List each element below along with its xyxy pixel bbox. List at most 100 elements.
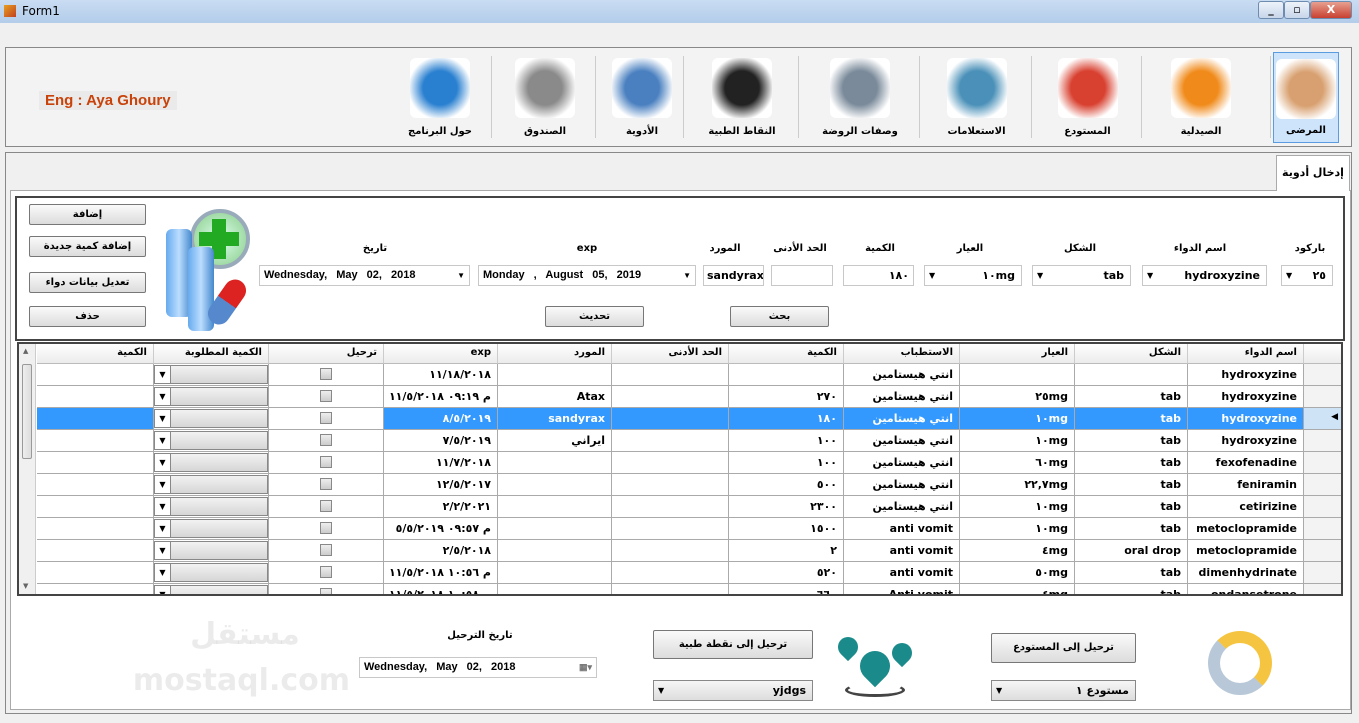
grid-cell[interactable]: ٦٦٠ bbox=[729, 584, 844, 594]
name-combo[interactable]: ▼ hydroxyzine bbox=[1142, 265, 1267, 286]
grid-cell[interactable]: انتي هيستامين bbox=[844, 452, 960, 474]
transfer-checkbox[interactable] bbox=[320, 588, 332, 594]
grid-cell[interactable]: ١٠٠ bbox=[729, 452, 844, 474]
transfer-checkbox[interactable] bbox=[320, 500, 332, 512]
toolbar-button-3[interactable]: الاستعلامات bbox=[922, 52, 1031, 143]
edit-medicine-button[interactable]: تعديل بيانات دواء bbox=[29, 272, 146, 293]
grid-cell[interactable]: ٥٠mg bbox=[960, 562, 1075, 584]
search-button[interactable]: بحث bbox=[730, 306, 829, 327]
grid-cell[interactable]: tab bbox=[1075, 474, 1188, 496]
grid-cell[interactable]: ٢/٥/٢٠١٨ bbox=[384, 540, 498, 562]
grid-cell[interactable]: ٦٠mg bbox=[960, 452, 1075, 474]
grid-cell[interactable]: ١٨٠ bbox=[729, 408, 844, 430]
medical-point-combo[interactable]: ▼ yjdgs bbox=[653, 680, 813, 701]
grid-cell[interactable] bbox=[498, 452, 612, 474]
column-header[interactable]: الشكل bbox=[1075, 344, 1188, 364]
grid-cell[interactable] bbox=[612, 540, 729, 562]
grid-cell[interactable]: oral drop bbox=[1075, 540, 1188, 562]
grid-cell[interactable] bbox=[498, 474, 612, 496]
grid-cell[interactable] bbox=[498, 540, 612, 562]
grid-cell[interactable]: انتي هيستامين bbox=[844, 408, 960, 430]
qty-input-cell[interactable] bbox=[37, 452, 154, 474]
column-header[interactable]: الكمية المطلوبة bbox=[154, 344, 269, 364]
min-input[interactable] bbox=[771, 265, 833, 286]
column-header[interactable]: العيار bbox=[960, 344, 1075, 364]
strength-combo[interactable]: ▼ ١٠mg bbox=[924, 265, 1022, 286]
row-header[interactable] bbox=[1304, 430, 1341, 452]
requested-qty-combo[interactable]: ▼ bbox=[154, 475, 268, 494]
vertical-scrollbar[interactable]: ▲ ▼ bbox=[19, 344, 36, 594]
grid-cell[interactable]: anti vomit bbox=[844, 518, 960, 540]
grid-cell[interactable]: م ١٠:٥٦ ١١/٥/٢٠١٨ bbox=[384, 562, 498, 584]
grid-cell[interactable]: م ٠٩:١٩ ١١/٥/٢٠١٨ bbox=[384, 386, 498, 408]
close-button[interactable]: X bbox=[1310, 1, 1352, 19]
transfer-date-picker[interactable]: Wednesday, May 02, 2018 ▦▾ bbox=[359, 657, 597, 678]
grid-cell[interactable] bbox=[612, 430, 729, 452]
grid-cell[interactable]: انتي هيستامين bbox=[844, 496, 960, 518]
transfer-checkbox[interactable] bbox=[320, 544, 332, 556]
tab-medicine-entry[interactable]: إدخال أدوية bbox=[1276, 155, 1350, 191]
transfer-checkbox[interactable] bbox=[320, 412, 332, 424]
grid-cell[interactable] bbox=[498, 518, 612, 540]
requested-qty-combo[interactable]: ▼ bbox=[154, 431, 268, 450]
qty-input-cell[interactable] bbox=[37, 562, 154, 584]
refresh-button[interactable]: تحديث bbox=[545, 306, 644, 327]
grid-cell[interactable]: tab bbox=[1075, 408, 1188, 430]
grid-cell[interactable] bbox=[960, 364, 1075, 386]
qty-input-cell[interactable] bbox=[37, 540, 154, 562]
grid-cell[interactable]: ٢ bbox=[729, 540, 844, 562]
grid-cell[interactable]: tab bbox=[1075, 452, 1188, 474]
row-header[interactable] bbox=[1304, 584, 1341, 594]
restore-button[interactable]: ▫ bbox=[1284, 1, 1310, 19]
toolbar-button-8[interactable]: حول البرنامج bbox=[389, 52, 491, 143]
grid-cell[interactable] bbox=[498, 364, 612, 386]
row-header[interactable] bbox=[1304, 540, 1341, 562]
add-quantity-button[interactable]: إضافة كمية جديدة bbox=[29, 236, 146, 257]
delete-button[interactable]: حذف bbox=[29, 306, 146, 327]
toolbar-button-5[interactable]: النقاط الطبية bbox=[686, 52, 798, 143]
shape-combo[interactable]: ▼ tab bbox=[1032, 265, 1131, 286]
exp-date-picker[interactable]: Monday , August 05, 2019 ▼ bbox=[478, 265, 696, 286]
grid-cell[interactable]: ١١/٧/٢٠١٨ bbox=[384, 452, 498, 474]
date-picker[interactable]: Wednesday, May 02, 2018 ▼ bbox=[259, 265, 470, 286]
column-header[interactable]: ترحيل bbox=[269, 344, 384, 364]
grid-cell[interactable]: ١٠mg bbox=[960, 496, 1075, 518]
grid-cell[interactable] bbox=[1075, 364, 1188, 386]
grid-cell[interactable] bbox=[612, 562, 729, 584]
grid-cell[interactable]: انتي هيستامين bbox=[844, 474, 960, 496]
toolbar-button-0[interactable]: المرضى bbox=[1273, 52, 1339, 143]
grid-cell[interactable]: انتي هيستامين bbox=[844, 430, 960, 452]
grid-cell[interactable]: anti vomit bbox=[844, 540, 960, 562]
grid-cell[interactable]: م ٠٩:٥٧ ٥/٥/٢٠١٩ bbox=[384, 518, 498, 540]
grid-cell[interactable]: ٤mg bbox=[960, 540, 1075, 562]
grid-cell[interactable]: hydroxyzine bbox=[1188, 364, 1304, 386]
grid-cell[interactable]: انتي هيستامين bbox=[844, 386, 960, 408]
grid-cell[interactable]: ٥٢٠ bbox=[729, 562, 844, 584]
toolbar-button-1[interactable]: الصيدلية bbox=[1144, 52, 1258, 143]
grid-cell[interactable]: hydroxyzine bbox=[1188, 430, 1304, 452]
grid-cell[interactable]: cetirizine bbox=[1188, 496, 1304, 518]
refresh-arrows-icon[interactable] bbox=[1200, 625, 1280, 700]
grid-cell[interactable]: ٢/٢/٢٠٢١ bbox=[384, 496, 498, 518]
grid-cell[interactable]: ١٢/٥/٢٠١٧ bbox=[384, 474, 498, 496]
grid-cell[interactable] bbox=[612, 386, 729, 408]
grid-cell[interactable] bbox=[612, 496, 729, 518]
column-header[interactable]: الكمية bbox=[729, 344, 844, 364]
grid-cell[interactable] bbox=[612, 584, 729, 594]
grid-cell[interactable]: tab bbox=[1075, 386, 1188, 408]
qty-input-cell[interactable] bbox=[37, 408, 154, 430]
transfer-checkbox[interactable] bbox=[320, 434, 332, 446]
grid-cell[interactable]: ١٠mg bbox=[960, 518, 1075, 540]
grid-cell[interactable]: tab bbox=[1075, 496, 1188, 518]
row-header[interactable] bbox=[1304, 452, 1341, 474]
minimize-button[interactable]: _ bbox=[1258, 1, 1284, 19]
toolbar-button-2[interactable]: المستودع bbox=[1034, 52, 1141, 143]
requested-qty-combo[interactable]: ▼ bbox=[154, 519, 268, 538]
transfer-checkbox[interactable] bbox=[320, 368, 332, 380]
qty-input[interactable]: ١٨٠ bbox=[843, 265, 914, 286]
transfer-checkbox[interactable] bbox=[320, 390, 332, 402]
qty-input-cell[interactable] bbox=[37, 496, 154, 518]
requested-qty-combo[interactable]: ▼ bbox=[154, 409, 268, 428]
requested-qty-combo[interactable]: ▼ bbox=[154, 541, 268, 560]
grid-cell[interactable]: ١١/١٨/٢٠١٨ bbox=[384, 364, 498, 386]
